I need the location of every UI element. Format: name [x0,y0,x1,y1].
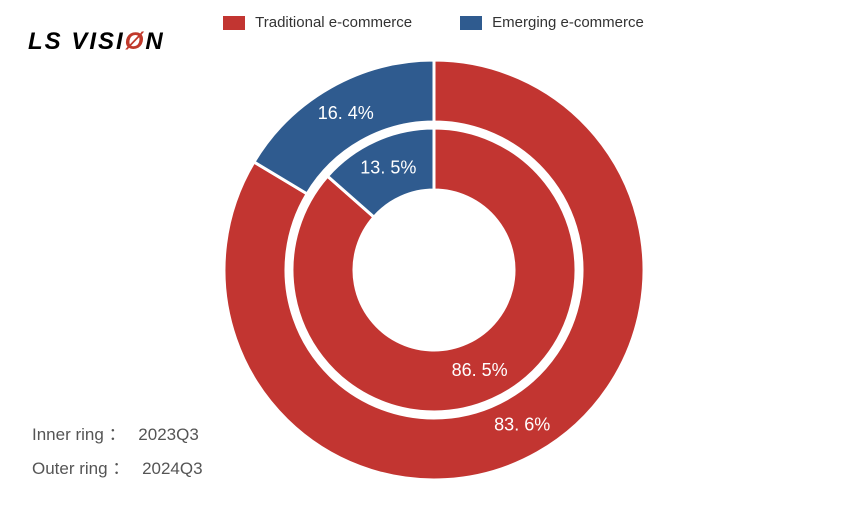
inner-ring-line: Inner ring ： 2023Q3 [32,418,203,452]
legend-item-emerging: Emerging e-commerce [460,14,644,31]
pct-label-inner-traditional-e-commerce: 86. 5% [451,360,507,380]
outer-ring-period: 2024Q3 [142,459,203,478]
legend-swatch-traditional [223,16,245,30]
pct-label-outer-traditional-e-commerce: 83. 6% [494,415,550,435]
inner-ring-label: Inner ring [32,425,104,444]
outer-ring-sep: ： [112,459,129,478]
pct-label-inner-emerging-e-commerce: 13. 5% [360,158,416,178]
donut-svg: 83. 6% 16. 4% 86. 5% 13. 5% [209,45,659,495]
inner-ring-sep: ： [109,425,126,444]
pct-label-outer-emerging-e-commerce: 16. 4% [317,103,373,123]
ring-period-info: Inner ring ： 2023Q3 Outer ring ： 2024Q3 [32,418,203,486]
chart-legend: Traditional e-commerce Emerging e-commer… [0,14,867,31]
outer-ring-label: Outer ring [32,459,108,478]
legend-item-traditional: Traditional e-commerce [223,14,412,31]
inner-ring-period: 2023Q3 [138,425,199,444]
legend-label-traditional: Traditional e-commerce [255,14,412,31]
legend-swatch-emerging [460,16,482,30]
legend-label-emerging: Emerging e-commerce [492,14,644,31]
outer-ring-line: Outer ring ： 2024Q3 [32,452,203,486]
